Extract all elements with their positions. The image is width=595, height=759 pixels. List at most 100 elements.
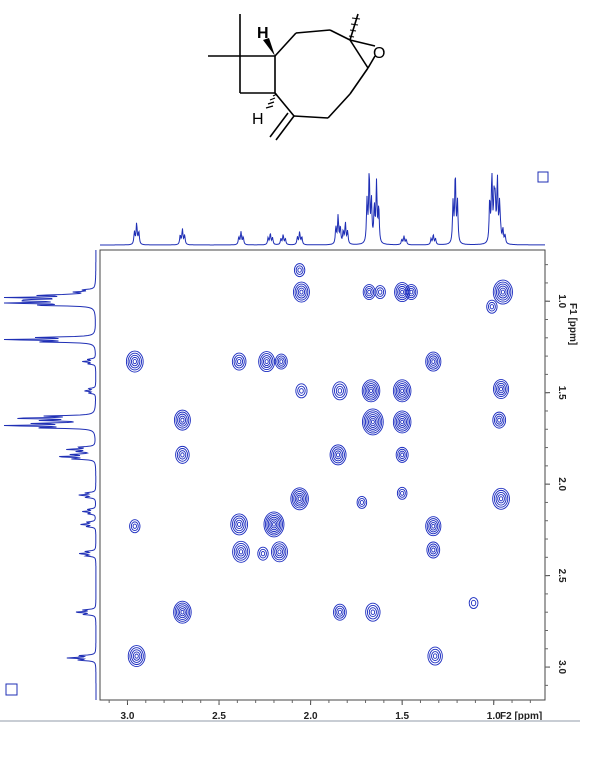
bond	[269, 112, 289, 138]
contour-level	[496, 382, 507, 396]
cross-peak	[392, 379, 412, 403]
contour-level	[296, 285, 307, 299]
contour-level	[293, 490, 306, 507]
cross-peak	[175, 445, 190, 464]
contour-level	[258, 351, 276, 373]
contour-level	[130, 356, 139, 367]
contour-level	[131, 649, 143, 663]
contour-level	[332, 381, 348, 401]
contour-level	[264, 513, 283, 536]
cross-peak	[333, 603, 347, 621]
contour-level	[270, 520, 278, 529]
cross-peak	[404, 284, 418, 301]
contour-level	[279, 359, 284, 364]
cross-peak	[263, 511, 285, 538]
contour-level	[428, 355, 439, 368]
contour-level	[334, 383, 346, 399]
contour-level	[277, 357, 285, 366]
cross-peak	[292, 281, 310, 303]
contour-level	[176, 604, 189, 620]
contour-level	[499, 287, 507, 297]
x-tick-label: 2.5	[212, 711, 226, 722]
contour-level	[129, 519, 141, 534]
contour-level	[299, 289, 304, 295]
contour-level	[292, 281, 310, 303]
contour-level	[492, 379, 510, 399]
contour-level	[361, 379, 381, 403]
bond	[349, 67, 369, 95]
contour-level	[174, 602, 191, 622]
contour-level	[129, 354, 141, 369]
contour-level	[487, 301, 496, 312]
contour-level	[378, 289, 383, 295]
f1-projection	[3, 250, 97, 700]
x-tick-label: 3.0	[121, 711, 135, 722]
contour-level	[494, 281, 512, 303]
contour-level	[233, 354, 245, 369]
contour-level	[177, 413, 188, 427]
hash-bond	[265, 93, 278, 109]
contour-level	[274, 353, 288, 370]
contour-level	[294, 283, 309, 301]
contour-level	[297, 287, 306, 297]
contour-level	[263, 511, 285, 538]
contour-level	[365, 602, 381, 622]
corner-box-bottom-left	[5, 683, 18, 696]
cross-peak	[374, 285, 386, 300]
contour-level	[492, 487, 510, 510]
contour-level	[235, 545, 247, 559]
contour-level	[129, 647, 144, 665]
contour-level	[400, 289, 405, 295]
contour-level	[468, 597, 479, 609]
contour-level	[369, 388, 373, 394]
wedge-bond	[263, 38, 275, 56]
contour-level	[397, 384, 408, 397]
contour-level	[431, 523, 436, 529]
cross-peak	[425, 351, 442, 372]
y-axis-title: F1 [ppm]	[567, 303, 578, 345]
contour-level	[238, 549, 244, 555]
contour-level	[400, 388, 405, 394]
contour-level	[237, 359, 242, 365]
y-tick-label: 3.0	[556, 660, 567, 674]
f2-projection-trace	[100, 172, 545, 246]
contour-level	[271, 541, 288, 563]
contour-level	[293, 263, 306, 278]
contour-level	[177, 606, 188, 619]
contour-level	[364, 412, 381, 432]
contour-level	[334, 605, 346, 619]
x-axis: 3.0 2.5 2.0 1.5 1.0	[108, 700, 531, 722]
contour-level	[180, 417, 185, 423]
contour-level	[394, 381, 410, 401]
cross-peak	[395, 446, 409, 463]
contour-level	[296, 494, 303, 503]
cross-peak	[426, 541, 441, 559]
cross-peak	[125, 350, 144, 373]
cross-peak	[492, 279, 513, 305]
contour-level	[176, 448, 188, 462]
contour-level	[431, 547, 436, 553]
contour-level	[295, 383, 308, 399]
contour-level	[429, 357, 437, 366]
contour-level	[260, 551, 266, 557]
contour-level	[406, 285, 417, 299]
contour-level	[291, 489, 308, 509]
x-tick-label: 2.0	[304, 711, 318, 722]
cross-peak	[425, 516, 442, 537]
contour-level	[363, 381, 379, 401]
contour-level	[335, 385, 344, 396]
contour-level	[398, 417, 406, 427]
contour-level	[333, 603, 347, 621]
cross-peak	[492, 487, 510, 510]
contour-level	[493, 489, 509, 508]
contour-level	[277, 549, 282, 555]
contour-level	[336, 607, 344, 617]
bond	[349, 39, 369, 69]
contour-level	[499, 386, 504, 392]
contour-level	[497, 285, 509, 299]
contour-level	[237, 521, 242, 527]
contour-level	[178, 450, 187, 460]
cross-peak	[329, 444, 347, 466]
cross-peak	[492, 411, 507, 429]
contour-level	[376, 287, 385, 297]
